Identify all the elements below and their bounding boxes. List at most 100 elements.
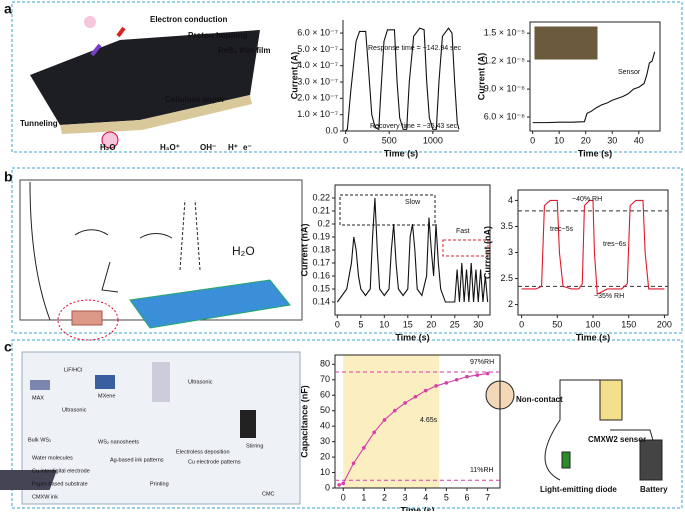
frame-b	[11, 167, 683, 334]
data-point	[337, 483, 341, 487]
data-line	[338, 373, 488, 486]
data-point	[413, 394, 418, 399]
diagram-label: Non-contact	[516, 395, 563, 404]
y-tick-label: 3.0 × 10⁻⁷	[297, 76, 338, 86]
diagram-label: WS₂ nanosheets	[98, 439, 139, 445]
diagram-label: CMC	[262, 491, 275, 497]
x-tick-label: 500	[382, 135, 397, 145]
chart: 0 500 1000 0.0 1.0 × 10⁻⁷ 2.0 × 10⁻⁷ 3.0 × 10⁻…	[289, 20, 462, 158]
panel-label: c	[4, 339, 12, 355]
y-tick-label: 80	[320, 359, 330, 369]
diagram-label: Cellulose paper	[165, 95, 225, 104]
annotation: 11%RH	[470, 467, 494, 474]
diagram-label: MXene	[98, 393, 115, 399]
y-tick-label: 20	[320, 451, 330, 461]
y-tick-label: 2	[508, 299, 513, 309]
x-tick-label: 40	[634, 135, 644, 145]
diagram-label: Cu interdigital electrode	[32, 468, 90, 474]
diagram-label: Ultrasonic	[188, 379, 213, 385]
y-tick-label: 0.15	[312, 283, 330, 293]
y-axis-label: Capacitance (nF)	[299, 385, 309, 458]
data-point	[393, 408, 397, 413]
y-tick-label: 3	[508, 247, 513, 257]
annotation: Slow	[405, 199, 421, 206]
annotation: Response time = ~142.94 sec	[368, 45, 462, 52]
x-tick-label: 25	[450, 319, 460, 329]
x-tick-label: 150	[621, 319, 636, 329]
x-tick-label: 15	[403, 319, 413, 329]
y-tick-label: 60	[320, 390, 330, 400]
diagram-label: H₂O	[232, 244, 255, 258]
diagram-label: Battery	[640, 485, 668, 494]
sheet-diagram	[30, 16, 260, 149]
y-tick-label: 0.16	[312, 270, 330, 280]
annotation: 4.65s	[420, 417, 438, 424]
x-tick-label: 10	[379, 319, 389, 329]
y-axis-label: Current (nA)	[482, 226, 492, 279]
inset-photo	[533, 25, 599, 61]
y-axis-label: Current (A)	[289, 52, 299, 100]
circuit-diagram	[485, 379, 663, 481]
data-point	[444, 381, 449, 385]
x-tick-label: 5	[444, 492, 449, 502]
frame-c	[11, 339, 683, 509]
x-tick-label: 0	[341, 492, 346, 502]
y-tick-label: 40	[320, 421, 330, 431]
data-point	[351, 461, 356, 466]
y-tick-label: 1.2 × 10⁻⁵	[484, 56, 526, 66]
x-tick-label: 30	[607, 135, 617, 145]
x-tick-label: 10	[554, 135, 564, 145]
diagram-label: Light-emitting diode	[540, 485, 617, 494]
x-tick-label: 5	[358, 319, 363, 329]
y-tick-label: 0.0	[325, 125, 338, 135]
data-line	[532, 51, 656, 124]
y-tick-label: 2.5	[500, 273, 513, 283]
diagram-label: Ultrasonic	[62, 407, 87, 413]
y-tick-label: 6.0 × 10⁻⁷	[297, 27, 338, 37]
face-diagram	[19, 179, 303, 341]
plot-frame	[529, 21, 661, 132]
y-tick-label: 5.0 × 10⁻⁷	[297, 44, 338, 54]
y-tick-label: 9.0 × 10⁻⁶	[484, 83, 526, 93]
y-tick-label: 0	[325, 482, 330, 492]
shaded-span	[343, 355, 440, 488]
annotation: ~40% RH	[572, 196, 602, 203]
y-tick-label: 10	[320, 467, 330, 477]
annotation: Sensor	[618, 69, 641, 76]
diagram-label: H₂O	[100, 143, 116, 152]
diagram-label: e⁻	[243, 143, 252, 152]
y-tick-label: 30	[320, 436, 330, 446]
x-tick-label: 0	[335, 319, 340, 329]
diagram-label: Tunneling	[20, 119, 58, 128]
x-tick-label: 1000	[423, 135, 443, 145]
x-tick-label: 50	[552, 319, 562, 329]
diagram-label: Paper-based substrate	[32, 481, 88, 487]
x-axis-label: Time (s)	[576, 332, 610, 342]
annotation: tres~6s	[603, 241, 627, 248]
chart: 0 10 20 30 40 6.0 × 10⁻⁶ 9.0 × 10⁻⁶ 1.2 × 10⁻⁵ 1…	[476, 21, 661, 158]
y-tick-label: 1.0 × 10⁻⁷	[297, 109, 338, 119]
data-point	[362, 445, 366, 450]
annotation: Fast	[456, 228, 470, 235]
y-tick-label: 4	[508, 195, 513, 205]
data-point	[341, 481, 346, 486]
y-tick-label: 6.0 × 10⁻⁶	[484, 111, 526, 121]
y-tick-label: 0.18	[312, 244, 330, 254]
x-axis-label: Time (s)	[384, 148, 418, 158]
diagram-label: Water molecules	[32, 455, 73, 461]
diagram-label: LiF/HCl	[64, 367, 82, 373]
data-point	[434, 384, 438, 388]
x-tick-label: 30	[473, 319, 483, 329]
y-tick-label: 3.5	[500, 221, 513, 231]
x-tick-label: 2	[382, 492, 387, 502]
y-tick-label: 0.14	[312, 296, 330, 306]
data-line	[521, 199, 665, 296]
x-axis-label: Time (s)	[400, 505, 434, 511]
diagram-label: H⁺	[228, 143, 238, 152]
x-tick-label: 20	[426, 319, 436, 329]
diagram-label: H₃O⁺	[160, 143, 180, 152]
data-point	[454, 377, 459, 382]
diagram-label: Cu electrode patterns	[188, 459, 241, 465]
